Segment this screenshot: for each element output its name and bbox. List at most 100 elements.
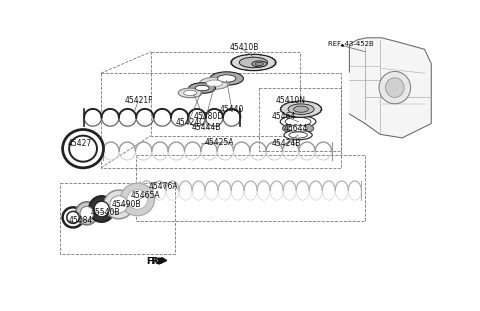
Text: 45421F: 45421F (125, 96, 154, 105)
Ellipse shape (210, 72, 243, 85)
Ellipse shape (267, 56, 270, 57)
Ellipse shape (252, 61, 267, 67)
Ellipse shape (280, 111, 283, 112)
Ellipse shape (312, 115, 315, 116)
Ellipse shape (254, 54, 257, 55)
Ellipse shape (280, 107, 282, 108)
Ellipse shape (282, 113, 285, 114)
Ellipse shape (308, 116, 311, 117)
Ellipse shape (297, 101, 300, 102)
Ellipse shape (274, 60, 276, 61)
Ellipse shape (234, 57, 237, 58)
Ellipse shape (379, 72, 410, 104)
Polygon shape (349, 38, 431, 138)
Text: 45444B: 45444B (192, 123, 222, 132)
Ellipse shape (270, 67, 273, 68)
Ellipse shape (80, 207, 94, 220)
Ellipse shape (285, 114, 288, 115)
Ellipse shape (200, 77, 229, 89)
Ellipse shape (320, 107, 322, 108)
Ellipse shape (259, 54, 262, 55)
Ellipse shape (89, 196, 114, 222)
Text: 45490B: 45490B (111, 200, 141, 209)
Ellipse shape (195, 85, 209, 91)
Ellipse shape (255, 62, 264, 66)
Ellipse shape (288, 102, 290, 103)
Ellipse shape (250, 54, 252, 55)
Ellipse shape (299, 117, 301, 118)
Text: FR.: FR. (146, 257, 163, 266)
Text: 45440: 45440 (220, 105, 244, 114)
Ellipse shape (273, 59, 275, 60)
Ellipse shape (284, 130, 312, 140)
Ellipse shape (245, 70, 248, 71)
Ellipse shape (264, 69, 266, 70)
Ellipse shape (110, 196, 128, 213)
Text: 45484: 45484 (68, 216, 93, 225)
Ellipse shape (319, 112, 321, 113)
Ellipse shape (288, 104, 314, 114)
Ellipse shape (321, 109, 323, 110)
Text: 45644: 45644 (283, 124, 308, 133)
Ellipse shape (230, 64, 233, 65)
Text: 45424C: 45424C (175, 118, 205, 127)
Text: 45425A: 45425A (204, 138, 234, 147)
Text: 45380D: 45380D (194, 112, 224, 121)
Ellipse shape (76, 202, 98, 225)
Ellipse shape (294, 116, 296, 117)
Ellipse shape (240, 57, 267, 68)
Ellipse shape (303, 117, 306, 118)
Ellipse shape (178, 88, 202, 98)
Ellipse shape (232, 65, 234, 66)
Ellipse shape (69, 136, 97, 162)
Ellipse shape (120, 183, 155, 216)
Ellipse shape (281, 101, 322, 117)
Ellipse shape (241, 69, 243, 70)
Ellipse shape (289, 132, 307, 138)
Text: 45424B: 45424B (271, 139, 300, 148)
Ellipse shape (282, 123, 314, 134)
Text: 45410N: 45410N (276, 96, 306, 105)
Ellipse shape (316, 114, 318, 115)
Ellipse shape (241, 55, 243, 56)
Ellipse shape (62, 207, 84, 227)
Ellipse shape (385, 78, 404, 97)
Ellipse shape (318, 105, 320, 106)
Ellipse shape (264, 55, 266, 56)
Ellipse shape (315, 103, 317, 104)
Ellipse shape (292, 101, 295, 102)
Ellipse shape (245, 54, 248, 55)
Ellipse shape (294, 106, 309, 112)
Ellipse shape (234, 67, 237, 68)
Ellipse shape (273, 65, 275, 66)
Ellipse shape (259, 70, 262, 71)
Text: 45540B: 45540B (91, 208, 120, 217)
Ellipse shape (232, 59, 234, 60)
Ellipse shape (285, 117, 311, 126)
Ellipse shape (279, 109, 282, 110)
Ellipse shape (230, 60, 233, 61)
Ellipse shape (206, 80, 223, 86)
Text: 45464: 45464 (272, 112, 297, 121)
Ellipse shape (307, 101, 309, 102)
Ellipse shape (254, 70, 257, 71)
Text: 45410B: 45410B (229, 43, 259, 52)
Text: REF. 43-452B: REF. 43-452B (328, 41, 373, 47)
Ellipse shape (217, 75, 236, 82)
Ellipse shape (280, 116, 316, 128)
Ellipse shape (67, 211, 79, 223)
Ellipse shape (237, 56, 240, 57)
Ellipse shape (288, 125, 308, 132)
Text: 45427: 45427 (67, 139, 92, 148)
Text: 45476A: 45476A (148, 183, 178, 192)
Ellipse shape (282, 105, 284, 106)
Ellipse shape (104, 190, 133, 219)
Text: FR.: FR. (146, 257, 160, 266)
Polygon shape (158, 258, 167, 264)
Ellipse shape (230, 62, 232, 63)
Ellipse shape (275, 62, 277, 63)
Ellipse shape (289, 116, 291, 117)
Ellipse shape (320, 110, 323, 111)
Ellipse shape (237, 68, 240, 69)
Ellipse shape (312, 102, 313, 103)
